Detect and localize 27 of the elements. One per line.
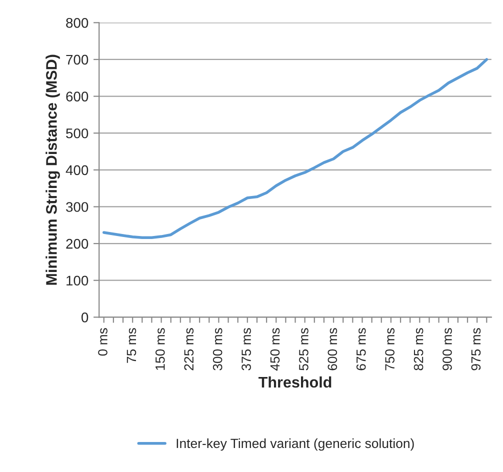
x-tick-label: 750 ms [385,328,394,370]
y-tick-label: 700 [66,54,88,65]
x-tick-label: 225 ms [184,328,194,370]
y-tick-label: 0 [81,312,88,322]
y-axis-title: Minimum String Distance (MSD) [46,54,60,285]
x-tick-label: 525 ms [299,328,308,370]
legend-label: Inter-key Timed variant (generic solution) [176,438,414,451]
line-series [102,58,488,240]
y-tick-label: 100 [66,276,88,286]
x-tick-label: 300 ms [212,328,222,370]
x-tick-label: 450 ms [270,328,280,371]
x-tick-label: 675 ms [356,328,366,370]
y-tick-label: 500 [66,128,88,138]
y-tick-label: 600 [66,92,88,102]
x-tick-label: 900 ms [442,328,452,370]
y-tick-label: 300 [66,202,88,212]
y-tick-label: 200 [66,238,88,249]
y-tick-label: 800 [66,18,88,28]
x-axis-title: Threshold [258,376,332,388]
x-tick-label: 825 ms [414,328,424,370]
x-tick-label: 75 ms [126,328,136,363]
x-tick-label: 975 ms [471,328,481,370]
x-tick-label: 375 ms [242,328,251,370]
x-tick-label: 150 ms [155,328,165,370]
x-tick-label: 0 ms [98,328,108,356]
x-tick-label: 600 ms [328,328,338,370]
y-tick-label: 400 [66,165,88,176]
